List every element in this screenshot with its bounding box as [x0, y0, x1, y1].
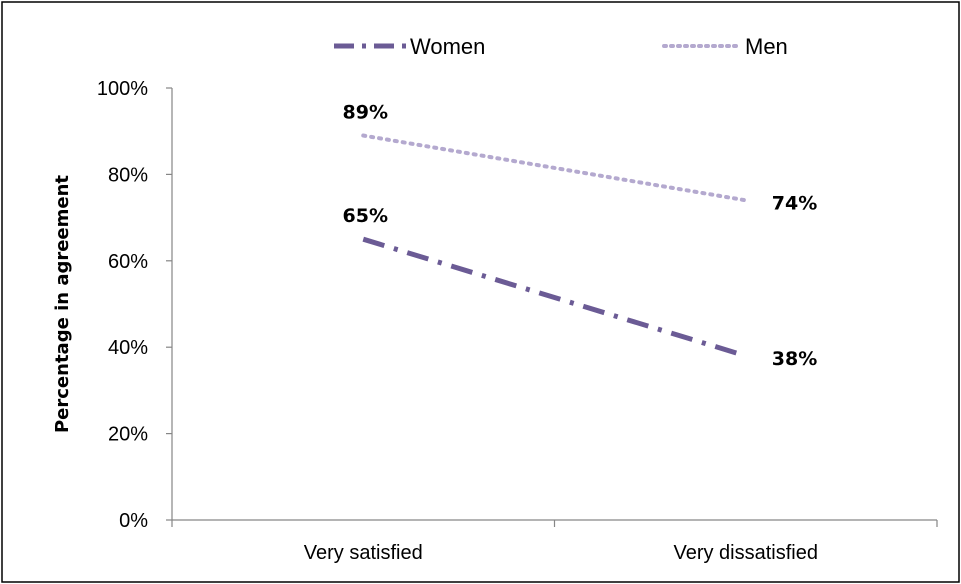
- legend-label-women: Women: [410, 34, 485, 59]
- x-category-label: Very satisfied: [304, 542, 423, 564]
- data-label: 38%: [772, 348, 817, 370]
- data-label: 74%: [772, 192, 817, 214]
- legend-label-men: Men: [745, 34, 788, 59]
- series-line-men: [361, 133, 748, 203]
- y-axis-title: Percentage in agreement: [52, 175, 73, 433]
- y-tick-label: 20%: [108, 424, 148, 446]
- series-line-women: [362, 236, 747, 359]
- legend: Women Men: [334, 34, 788, 59]
- data-label: 89%: [343, 102, 388, 124]
- y-tick-label: 40%: [108, 337, 148, 359]
- x-axis-ticks: Very satisfied Very dissatisfied: [171, 520, 938, 564]
- series-women: 65% 38%: [343, 205, 818, 370]
- data-label: 65%: [343, 205, 388, 227]
- series-layer: 65% 38% 89% 74%: [343, 102, 818, 370]
- y-tick-label: 60%: [108, 251, 148, 273]
- legend-item-men: Men: [662, 34, 788, 59]
- y-axis-ticks: 0% 20% 40% 60% 80% 100%: [97, 78, 172, 532]
- y-tick-label: 100%: [97, 78, 148, 100]
- y-tick-label: 0%: [119, 510, 148, 532]
- legend-item-women: Women: [334, 34, 485, 59]
- x-category-label: Very dissatisfied: [673, 542, 818, 564]
- y-tick-label: 80%: [108, 164, 148, 186]
- series-men: 89% 74%: [343, 102, 818, 215]
